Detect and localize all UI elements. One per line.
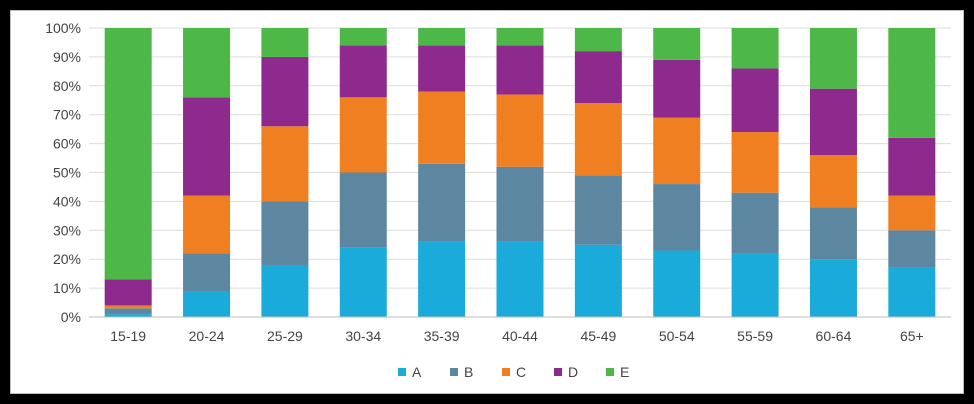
bar-segment-c xyxy=(731,132,779,193)
legend-label-e: E xyxy=(620,364,629,380)
bar-segment-b xyxy=(574,175,622,245)
bar-segment-b xyxy=(731,192,779,254)
bar-segment-c xyxy=(496,94,544,167)
y-tick-label: 40% xyxy=(53,193,81,209)
bar-segment-a xyxy=(339,247,387,317)
x-tick-label: 60-64 xyxy=(816,328,852,344)
bar-segment-c xyxy=(888,195,936,231)
bar-segment-e xyxy=(261,28,309,57)
bar-segment-e xyxy=(574,28,622,52)
bar-segment-d xyxy=(183,97,231,196)
bar-segment-a xyxy=(104,314,152,317)
bar-segment-b xyxy=(888,230,936,268)
bar-segment-d xyxy=(418,45,466,92)
bar-segment-a xyxy=(731,253,779,317)
y-tick-label: 100% xyxy=(45,20,81,36)
y-tick-label: 0% xyxy=(61,309,81,325)
bar-segment-d xyxy=(104,279,152,306)
bar-segment-a xyxy=(809,259,857,317)
bar-segment-a xyxy=(653,250,701,317)
y-tick-label: 20% xyxy=(53,251,81,267)
bar-segment-b xyxy=(104,308,152,315)
bar-segment-c xyxy=(809,155,857,208)
bar-segment-a xyxy=(888,267,936,317)
x-tick-label: 35-39 xyxy=(424,328,460,344)
bar-segment-b xyxy=(496,166,544,242)
x-tick-label: 25-29 xyxy=(267,328,303,344)
bar-segment-a xyxy=(574,244,622,317)
bar-segment-a xyxy=(261,264,309,317)
bar-segment-a xyxy=(183,290,231,317)
y-tick-label: 70% xyxy=(53,107,81,123)
bar-segment-d xyxy=(809,88,857,156)
x-tick-label: 45-49 xyxy=(580,328,616,344)
y-tick-label: 90% xyxy=(53,49,81,65)
bar-segment-e xyxy=(104,28,152,280)
bar-segment-c xyxy=(183,195,231,254)
bar-segment-d xyxy=(731,68,779,133)
bar-segment-b xyxy=(339,172,387,248)
bar-segment-c xyxy=(653,117,701,185)
bar-segment-c xyxy=(574,103,622,176)
bar-segment-b xyxy=(653,184,701,251)
legend-label-b: B xyxy=(464,364,473,380)
bar-segment-a xyxy=(418,241,466,317)
bar-segment-c xyxy=(339,97,387,173)
x-tick-label: 40-44 xyxy=(502,328,538,344)
bar-segment-e xyxy=(496,28,544,46)
bar-segment-b xyxy=(261,201,309,265)
bar-segment-d xyxy=(261,56,309,127)
bar-segment-d xyxy=(888,137,936,196)
bar-segment-e xyxy=(418,28,466,46)
bar-segment-e xyxy=(653,28,701,60)
y-tick-label: 80% xyxy=(53,78,81,94)
legend-label-c: C xyxy=(516,364,526,380)
x-tick-label: 20-24 xyxy=(189,328,225,344)
bar-segment-d xyxy=(574,51,622,104)
legend-swatch-a xyxy=(398,368,406,376)
x-tick-label: 30-34 xyxy=(345,328,381,344)
bar-segment-b xyxy=(809,207,857,260)
bar-segment-b xyxy=(183,253,231,291)
bar-segment-e xyxy=(809,28,857,89)
legend-label-a: A xyxy=(412,364,422,380)
legend-swatch-d xyxy=(554,368,562,376)
y-tick-label: 30% xyxy=(53,222,81,238)
y-tick-label: 50% xyxy=(53,165,81,181)
bar-segment-d xyxy=(339,45,387,98)
bar-segment-e xyxy=(183,28,231,98)
chart-panel: 0% 10% 20% 30% 40% 50% 60% 70% 80% 90% 100% 15-19 20… xyxy=(10,10,964,394)
x-tick-label: 55-59 xyxy=(737,328,773,344)
legend-swatch-c xyxy=(502,368,510,376)
bar-segment-c xyxy=(418,91,466,164)
bar-segment-c xyxy=(261,126,309,202)
bar-segment-c xyxy=(104,305,152,309)
legend-swatch-b xyxy=(450,368,458,376)
bar-segment-e xyxy=(339,28,387,46)
bar-segment-a xyxy=(496,241,544,317)
legend-label-d: D xyxy=(568,364,578,380)
stacked-bar-chart: 0% 10% 20% 30% 40% 50% 60% 70% 80% 90% 100% 15-19 20… xyxy=(45,20,951,380)
x-tick-label: 15-19 xyxy=(110,328,146,344)
bar-segment-d xyxy=(496,45,544,95)
y-tick-label: 10% xyxy=(53,280,81,296)
y-tick-label: 60% xyxy=(53,136,81,152)
bar-segment-e xyxy=(731,28,779,69)
legend-swatch-e xyxy=(606,368,614,376)
bar-segment-b xyxy=(418,163,466,242)
bar-segment-e xyxy=(888,28,936,138)
x-tick-label: 50-54 xyxy=(659,328,695,344)
bar-segment-d xyxy=(653,59,701,118)
x-tick-label: 65+ xyxy=(900,328,924,344)
